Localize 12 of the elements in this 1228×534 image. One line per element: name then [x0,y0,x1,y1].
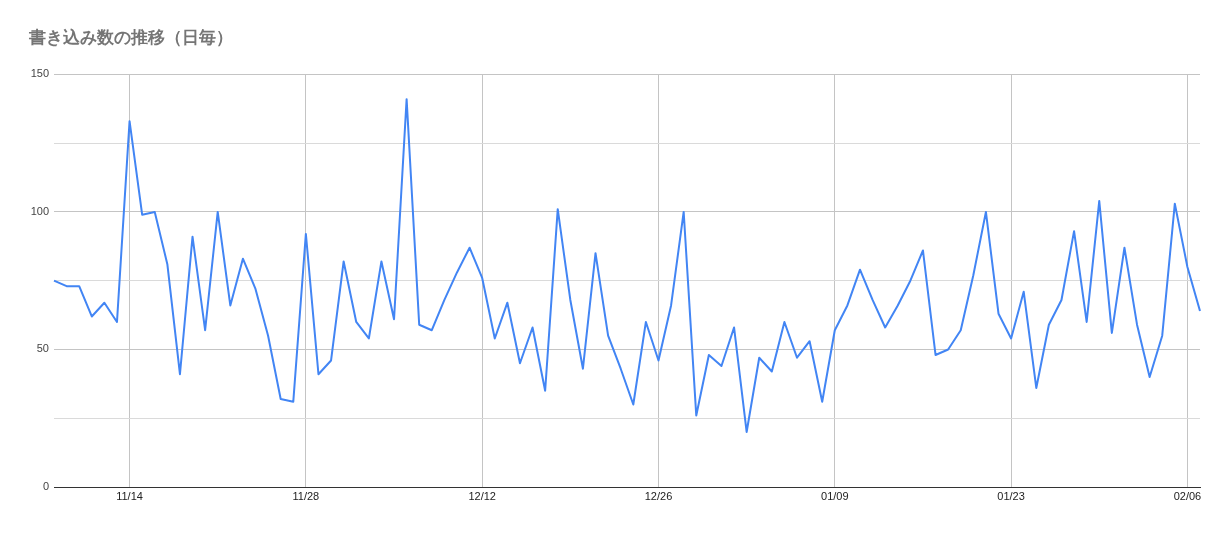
chart-title: 書き込み数の推移（日毎） [28,27,233,47]
x-tick-label: 01/23 [997,489,1025,502]
y-tick-label: 0 [42,480,49,493]
x-tick-label: 11/28 [292,489,320,502]
y-tick-label: 50 [36,342,49,355]
x-tick-label: 12/26 [644,489,673,502]
y-tick-label: 100 [30,204,49,217]
x-tick-label: 12/12 [468,489,496,502]
x-tick-label: 02/06 [1173,489,1202,502]
x-tick-label: 01/09 [821,489,849,502]
x-tick-label: 11/14 [116,489,143,502]
y-tick-label: 150 [30,67,49,80]
